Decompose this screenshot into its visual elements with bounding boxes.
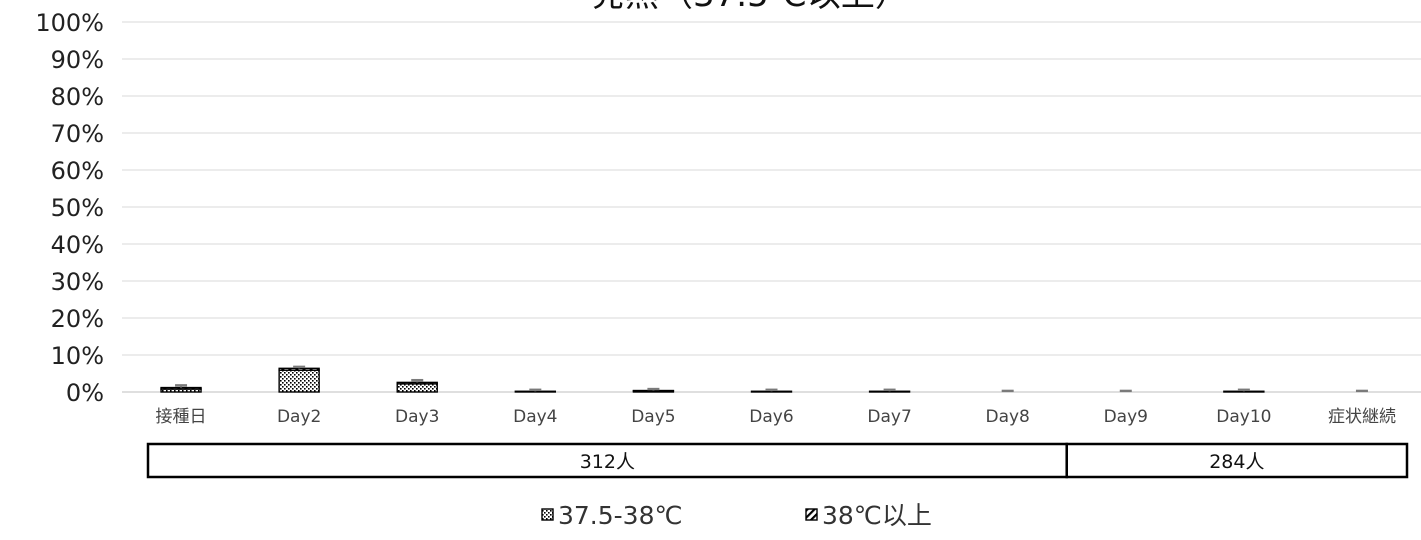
y-tick-label: 50% bbox=[51, 194, 104, 222]
group-box bbox=[1065, 442, 1409, 479]
y-tick-label: 40% bbox=[51, 231, 104, 259]
x-tick-label: Day4 bbox=[513, 407, 557, 427]
y-tick-label: 60% bbox=[51, 157, 104, 185]
group-boxes: 312人 284人 bbox=[146, 442, 1409, 479]
group-label: 284人 bbox=[1209, 451, 1264, 473]
legend-label: 38℃以上 bbox=[822, 501, 932, 530]
bar-segment-mild bbox=[396, 383, 438, 393]
y-tick-label: 80% bbox=[51, 83, 104, 111]
legend-label: 37.5-38℃ bbox=[558, 501, 683, 530]
x-tick-label: Day3 bbox=[395, 407, 439, 427]
x-tick-label: 接種日 bbox=[156, 407, 207, 427]
x-axis-labels: 接種日 Day2 Day3 Day4 Day5 Day6 Day7 Day8 Day9 Day10… bbox=[156, 407, 1396, 427]
legend-swatch-mild bbox=[541, 508, 554, 521]
gridlines bbox=[122, 21, 1421, 393]
y-tick-label: 0% bbox=[66, 379, 104, 407]
x-tick-label: Day5 bbox=[631, 407, 675, 427]
bar-segment-high bbox=[632, 389, 675, 392]
y-tick-label: 100% bbox=[35, 9, 104, 37]
bar-segment-high bbox=[160, 386, 202, 390]
x-tick-label: 症状継続 bbox=[1328, 407, 1396, 427]
x-tick-label: Day7 bbox=[867, 407, 911, 427]
chart-title: 発熱（37.5℃以上） bbox=[591, 0, 909, 15]
y-tick-label: 70% bbox=[51, 120, 104, 148]
bar-segment-mild bbox=[514, 390, 557, 393]
y-tick-label: 20% bbox=[51, 305, 104, 333]
y-axis-ticks: 0% 10% 20% 30% 40% 50% 60% 70% 80% 90% 100% bbox=[35, 9, 104, 407]
y-tick-label: 10% bbox=[51, 342, 104, 370]
error-bars bbox=[175, 365, 1368, 393]
x-tick-label: Day2 bbox=[277, 407, 321, 427]
x-tick-label: Day6 bbox=[749, 407, 793, 427]
y-tick-label: 90% bbox=[51, 46, 104, 74]
bar-segment-mild bbox=[1223, 390, 1265, 393]
bar-segment-mild bbox=[278, 369, 320, 393]
bar-segment-mild bbox=[750, 390, 793, 393]
x-tick-label: Day9 bbox=[1104, 407, 1148, 427]
bars bbox=[160, 367, 1265, 393]
group-label: 312人 bbox=[580, 451, 635, 473]
x-tick-label: Day8 bbox=[985, 407, 1029, 427]
bar-segment-mild bbox=[868, 390, 911, 393]
legend-swatch-high bbox=[805, 508, 818, 521]
bar-segment-high bbox=[396, 381, 438, 385]
y-tick-label: 30% bbox=[51, 268, 104, 296]
legend: 37.5-38℃ 38℃以上 bbox=[541, 501, 932, 530]
x-tick-label: Day10 bbox=[1216, 407, 1271, 427]
bar-segment-high bbox=[278, 367, 320, 371]
